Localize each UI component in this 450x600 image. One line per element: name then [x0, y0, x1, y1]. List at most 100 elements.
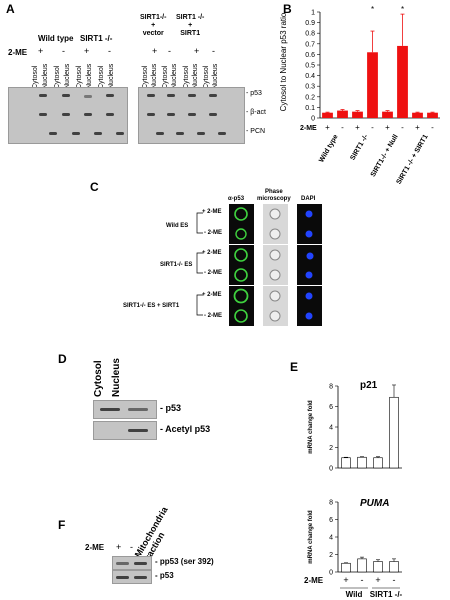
lane-label-nucleus: Nucleus: [171, 63, 178, 89]
col-header-phase: Phase microscopy: [257, 189, 291, 202]
panel-b-letter: B: [283, 2, 292, 16]
blot-d-p53: [93, 400, 157, 419]
y-tick-label: 0: [311, 116, 315, 123]
group-label: Wild type: [318, 133, 340, 163]
lane-label-cytosol: Cytosol: [98, 65, 105, 89]
bar: [412, 112, 423, 118]
micrograph-dapi: [297, 286, 322, 306]
treatment-sign: +: [375, 575, 380, 585]
chart-title: PUMA: [360, 498, 389, 509]
treatment-sign: +: [385, 123, 390, 132]
lane-label-cytosol: Cytosol: [54, 65, 61, 89]
treatment-sign: -: [393, 575, 396, 585]
y-tick-label: 0.7: [305, 41, 315, 48]
row-label-beta-actin: - β-act: [246, 109, 266, 116]
y-tick-label: 0.9: [305, 20, 315, 27]
y-tick-label: 6: [329, 404, 333, 411]
group-label: Wild: [346, 590, 363, 599]
western-blot-left: [8, 87, 128, 144]
lane-label-nucleus: Nucleus: [108, 63, 115, 89]
panel-a-header-vector: SIRT1-/- + vector: [140, 14, 167, 37]
y-tick-label: 6: [329, 517, 333, 524]
y-tick-label: 0.4: [305, 73, 315, 80]
y-tick-label: 1: [311, 10, 315, 17]
panel-d-letter: D: [58, 352, 67, 366]
y-axis-label: Cytosol to Nuclear p53 ratio: [279, 12, 288, 111]
col-header-dapi: DAPI: [301, 196, 316, 202]
bar: [357, 558, 367, 573]
treatment-sign: -: [371, 123, 374, 132]
y-tick-label: 0.6: [305, 52, 315, 59]
bar: [397, 45, 408, 118]
treatment-sign: +: [343, 575, 348, 585]
col-label-cytosol: Cytosol: [93, 360, 104, 397]
micrograph-p53: [229, 286, 254, 306]
y-tick-label: 0.8: [305, 31, 315, 38]
chart-title: p21: [360, 380, 378, 391]
micrograph-dapi: [297, 245, 322, 265]
bar: [389, 396, 399, 469]
micrograph-phase: [263, 245, 288, 265]
y-tick-label: 8: [329, 384, 333, 391]
micrograph-phase: [263, 265, 288, 285]
bar: [337, 110, 348, 118]
y-tick-label: 0: [329, 570, 333, 577]
row-label-p53: - p53: [160, 403, 182, 413]
y-tick-label: 8: [329, 500, 333, 507]
lane-label-nucleus: Nucleus: [151, 63, 158, 89]
bar: [373, 561, 383, 573]
micrograph-p53: [229, 204, 254, 224]
lane-label-nucleus: Nucleus: [192, 63, 199, 89]
group-label: SIRT1 -/-: [370, 590, 403, 599]
y-axis-label: mRNA change fold: [308, 400, 314, 454]
bar: [382, 111, 393, 118]
panel-a-sign: +: [84, 46, 90, 56]
panel-a-sign: +: [152, 46, 158, 56]
panel-e-letter: E: [290, 360, 299, 374]
group-label-sirt1-es: SIRT1-/- ES: [160, 262, 193, 268]
micrograph-phase: [263, 286, 288, 306]
panel-a-sign: -: [62, 46, 65, 56]
row-label-pcna: - PCN: [246, 128, 266, 135]
panel-a-header-sirt1: SIRT1 -/-: [80, 34, 113, 43]
y-tick-label: 2: [329, 552, 333, 559]
lane-label-nucleus: Nucleus: [64, 63, 71, 89]
treatment-sign: -: [341, 123, 344, 132]
bar: [352, 111, 363, 118]
lane-label-cytosol: Cytosol: [142, 65, 149, 89]
row-label-pp53: - pp53 (ser 392): [155, 557, 214, 566]
treatment-sign: +: [325, 123, 330, 132]
panel-a-header-sirt1-rescue: SIRT1 -/- + SIRT1: [176, 14, 205, 37]
treatment-sign: -: [361, 575, 364, 585]
lane-label-cytosol: Cytosol: [203, 65, 210, 89]
panel-a-sign: +: [194, 46, 200, 56]
group-label: SIRT1 -/- + SIRT1: [396, 133, 430, 185]
group-label: SIRT1-/- + Null: [370, 133, 400, 178]
y-tick-label: 4: [329, 425, 333, 432]
row-sign-minus: - 2-ME: [204, 313, 222, 319]
row-sign-plus: + 2-ME: [202, 292, 222, 298]
y-tick-label: 0.3: [305, 84, 315, 91]
bar: [389, 561, 399, 573]
row-label-p53: - p53: [246, 90, 262, 97]
bar: [341, 562, 351, 573]
treatment-sign: -: [431, 123, 434, 132]
significance-star: *: [401, 5, 404, 14]
treatment-label: 2-ME: [304, 576, 324, 585]
micrograph-dapi: [297, 265, 322, 285]
lane-label-cytosol: Cytosol: [76, 65, 83, 89]
micrograph-phase: [263, 204, 288, 224]
row-sign-plus: + 2-ME: [202, 250, 222, 256]
col-label-nucleus: Nucleus: [111, 358, 122, 397]
col-header-p53: α-p53: [228, 196, 245, 202]
panel-f-letter: F: [58, 518, 66, 532]
bar: [427, 112, 438, 118]
treatment-sign: -: [130, 542, 133, 552]
panel-c-letter: C: [90, 180, 99, 194]
y-tick-label: 0.2: [305, 94, 315, 101]
panel-a-sign: -: [212, 46, 215, 56]
bar-chart-puma: mRNA change fold 0 2 4 6 8 PUMA + - + - 2-ME Wild SIR…: [304, 498, 403, 599]
y-tick-label: 0: [329, 466, 333, 473]
bar: [322, 112, 333, 118]
bar: [367, 52, 378, 118]
